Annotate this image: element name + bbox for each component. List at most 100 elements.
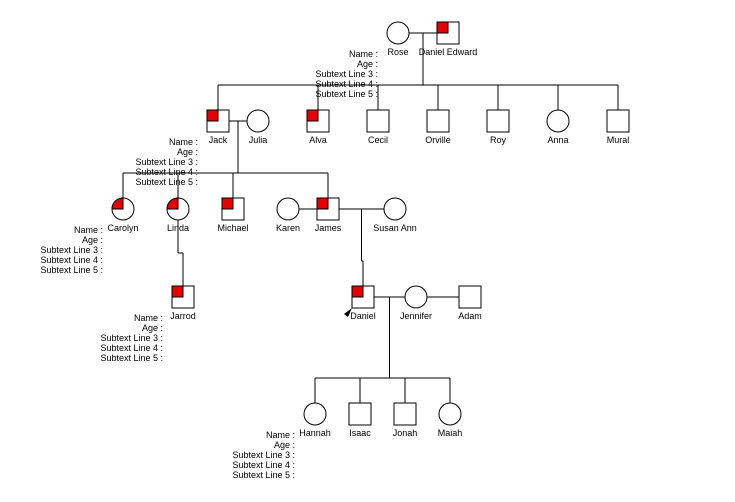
affected-marker: [112, 198, 123, 209]
legend-0: Name :Age :Subtext Line 3 :Subtext Line …: [315, 49, 378, 99]
male-symbol: [394, 403, 416, 425]
legend-line: Name :: [74, 225, 103, 235]
person-rose: Rose: [387, 22, 409, 57]
affected-marker: [167, 198, 178, 209]
legend-line: Subtext Line 5 :: [100, 353, 163, 363]
affected-marker: [307, 110, 318, 121]
person-mural: Mural: [607, 110, 630, 145]
person-julia: Julia: [247, 110, 269, 145]
affected-marker: [352, 286, 363, 297]
affected-marker: [317, 198, 328, 209]
male-symbol: [367, 110, 389, 132]
male-symbol: [427, 110, 449, 132]
person-adam: Adam: [458, 286, 482, 321]
legend-line: Subtext Line 5 :: [232, 470, 295, 480]
legend-line: Name :: [169, 137, 198, 147]
person-isaac: Isaac: [349, 403, 371, 438]
person-linda: Linda: [167, 198, 189, 233]
legend-line: Subtext Line 4 :: [135, 167, 198, 177]
male-symbol: [487, 110, 509, 132]
affected-marker: [437, 22, 448, 33]
person-susan: Susan Ann: [373, 198, 417, 233]
person-jack: Jack: [207, 110, 229, 145]
person-name: Carolyn: [107, 223, 138, 233]
person-name: Rose: [387, 47, 408, 57]
female-symbol: [277, 198, 299, 220]
person-name: Susan Ann: [373, 223, 417, 233]
person-name: Roy: [490, 135, 507, 145]
legend-2: Name :Age :Subtext Line 3 :Subtext Line …: [40, 225, 103, 275]
person-name: Daniel Edward: [419, 47, 478, 57]
affected-marker: [172, 286, 183, 297]
person-name: Michael: [217, 223, 248, 233]
legend-line: Subtext Line 3 :: [315, 69, 378, 79]
person-daniel: Daniel: [344, 286, 376, 321]
person-maiah: Maiah: [438, 403, 463, 438]
female-symbol: [547, 110, 569, 132]
legend-line: Subtext Line 5 :: [135, 177, 198, 187]
legend-line: Subtext Line 4 :: [232, 460, 295, 470]
affected-marker: [222, 198, 233, 209]
legend-line: Age :: [177, 147, 198, 157]
female-symbol: [405, 286, 427, 308]
male-symbol: [349, 403, 371, 425]
person-name: Linda: [167, 223, 189, 233]
person-name: Orville: [425, 135, 451, 145]
person-cecil: Cecil: [367, 110, 389, 145]
person-name: Jarrod: [170, 311, 196, 321]
person-name: Adam: [458, 311, 482, 321]
legend-line: Subtext Line 3 :: [135, 157, 198, 167]
person-anna: Anna: [547, 110, 569, 145]
person-jarrod: Jarrod: [170, 286, 196, 321]
legend-line: Subtext Line 5 :: [315, 89, 378, 99]
legend-line: Name :: [266, 430, 295, 440]
person-jennifer: Jennifer: [400, 286, 432, 321]
legend-line: Subtext Line 4 :: [315, 79, 378, 89]
legend-line: Subtext Line 3 :: [40, 245, 103, 255]
legend-line: Subtext Line 5 :: [40, 265, 103, 275]
person-alva: Alva: [307, 110, 329, 145]
female-symbol: [384, 198, 406, 220]
person-name: Karen: [276, 223, 300, 233]
person-name: Hannah: [299, 428, 331, 438]
person-name: Anna: [547, 135, 568, 145]
person-hannah: Hannah: [299, 403, 331, 438]
person-name: Jennifer: [400, 311, 432, 321]
female-symbol: [247, 110, 269, 132]
person-james: James: [315, 198, 342, 233]
male-symbol: [459, 286, 481, 308]
legend-line: Subtext Line 3 :: [100, 333, 163, 343]
person-karen: Karen: [276, 198, 300, 233]
person-roy: Roy: [487, 110, 509, 145]
family-tree-diagram: Rose Daniel Edward Jack Julia Alva Cecil Orvil…: [0, 0, 735, 502]
person-michael: Michael: [217, 198, 248, 233]
legend-line: Age :: [274, 440, 295, 450]
female-symbol: [439, 403, 461, 425]
legend-line: Age :: [357, 59, 378, 69]
person-jonah: Jonah: [393, 403, 418, 438]
legend-line: Subtext Line 4 :: [100, 343, 163, 353]
legend-3: Name :Age :Subtext Line 3 :Subtext Line …: [100, 313, 163, 363]
male-symbol: [607, 110, 629, 132]
legend-line: Name :: [134, 313, 163, 323]
person-name: Alva: [309, 135, 327, 145]
legend-line: Name :: [349, 49, 378, 59]
person-name: James: [315, 223, 342, 233]
legend-4: Name :Age :Subtext Line 3 :Subtext Line …: [232, 430, 295, 480]
person-orville: Orville: [425, 110, 451, 145]
person-name: Jonah: [393, 428, 418, 438]
person-name: Maiah: [438, 428, 463, 438]
person-name: Julia: [249, 135, 268, 145]
person-dan_ed: Daniel Edward: [419, 22, 478, 57]
person-name: Jack: [209, 135, 228, 145]
person-name: Daniel: [350, 311, 376, 321]
female-symbol: [387, 22, 409, 44]
legend-line: Subtext Line 4 :: [40, 255, 103, 265]
legend-1: Name :Age :Subtext Line 3 :Subtext Line …: [135, 137, 198, 187]
person-name: Isaac: [349, 428, 371, 438]
person-name: Mural: [607, 135, 630, 145]
legend-line: Age :: [142, 323, 163, 333]
legend-line: Age :: [82, 235, 103, 245]
person-name: Cecil: [368, 135, 388, 145]
affected-marker: [207, 110, 218, 121]
